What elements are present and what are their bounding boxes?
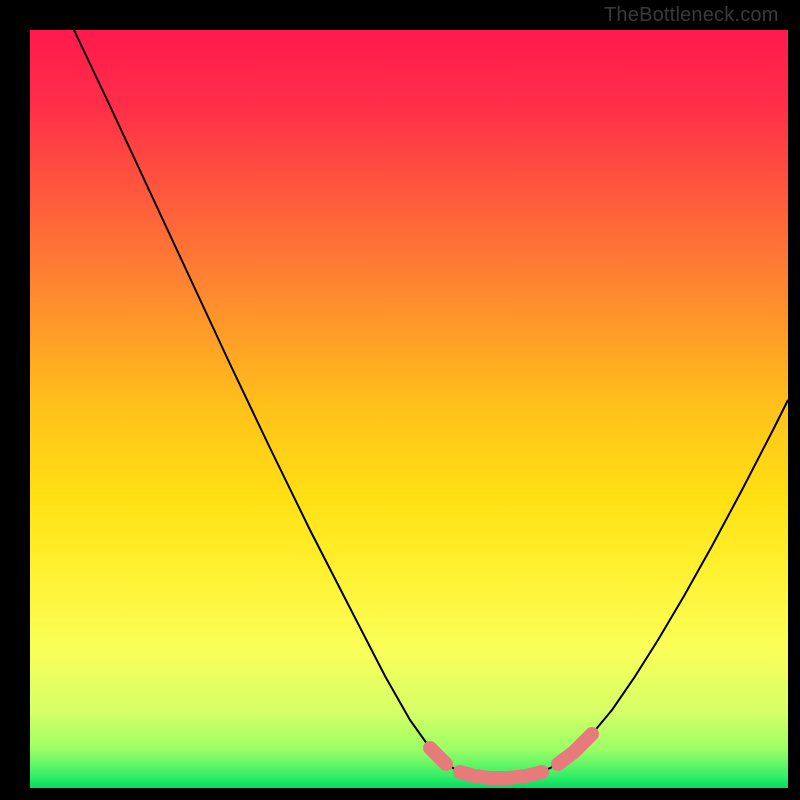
chart-svg — [0, 0, 800, 800]
gradient-background — [30, 30, 788, 788]
watermark-text: TheBottleneck.com — [604, 4, 779, 27]
plot-area — [30, 30, 788, 788]
optimal-range-segment-1 — [460, 772, 542, 778]
bottleneck-chart: TheBottleneck.com — [0, 0, 800, 800]
